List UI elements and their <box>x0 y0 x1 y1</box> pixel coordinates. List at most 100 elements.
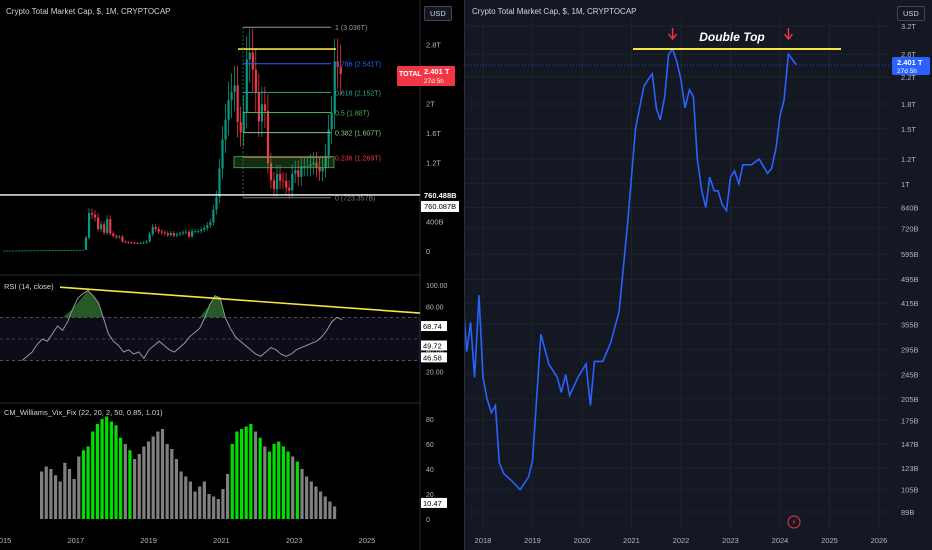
candle-body <box>191 231 194 237</box>
right-chart-svg[interactable]: Double Top ⚡ 3.2T 2.6T 2.2T 1.8T 1.5T 1.2T 1T 84… <box>465 0 932 550</box>
y-tick-label: 1.6T <box>426 129 441 138</box>
candle-body <box>84 237 88 250</box>
vix-bar <box>258 437 262 519</box>
y-tick-label: 0 <box>426 247 430 256</box>
double-top-label: Double Top <box>699 30 765 44</box>
candle-body <box>181 232 185 234</box>
vix-bar <box>114 425 118 519</box>
left-chart-title: Crypto Total Market Cap, $, 1M, CRYPTOCA… <box>6 7 171 16</box>
y-tick-label: 720B <box>901 224 919 233</box>
vix-bar <box>226 474 230 519</box>
panel-divider[interactable] <box>464 0 465 550</box>
x-tick-label: 2023 <box>286 536 303 545</box>
candle-body <box>336 61 339 67</box>
x-tick-label: 2017 <box>67 536 84 545</box>
rsi-badge-bg <box>421 352 447 363</box>
candle-body <box>185 231 188 233</box>
candle-body <box>103 224 106 233</box>
candle-body <box>221 139 224 169</box>
fib-zone-box <box>233 156 335 169</box>
candle-body <box>203 228 206 230</box>
vix-bar <box>291 456 295 519</box>
vix-bar <box>184 476 188 519</box>
left-currency-button[interactable]: USD <box>424 6 452 21</box>
support-badge2-bg <box>421 200 459 212</box>
candle-body <box>15 250 18 252</box>
y-tick-label: 147B <box>901 440 919 449</box>
candle-body <box>327 129 330 156</box>
x-tick-label: 2025 <box>821 536 838 545</box>
price-badge-symbol: TOTAL <box>399 71 422 78</box>
vix-bar <box>86 446 90 519</box>
rsi-badge-bg <box>421 340 447 351</box>
candle-body <box>148 234 151 242</box>
vix-bar <box>105 416 109 519</box>
price-badge-bg <box>892 57 930 76</box>
y-tick-label: 2T <box>426 100 435 109</box>
candle-body <box>136 243 139 244</box>
vix-title: CM_Williams_Vix_Fix (22, 20, 2, 50, 0.85… <box>4 408 163 417</box>
candle-body <box>118 236 121 238</box>
left-chart-panel[interactable]: 1 (3.036T) 0.786 (2.541T) 0.618 (2.152T) 0.… <box>0 0 464 550</box>
vix-bar <box>53 475 58 519</box>
vix-bar <box>309 481 313 519</box>
candle-body <box>206 225 209 229</box>
support-badge-bg <box>421 188 459 200</box>
candle-body <box>112 233 115 236</box>
left-chart-svg[interactable]: 1 (3.036T) 0.786 (2.541T) 0.618 (2.152T) 0.… <box>0 0 464 550</box>
vix-bar <box>281 446 285 519</box>
vix-bar <box>295 461 299 519</box>
candle-body <box>12 250 15 252</box>
y-tick-label: 105B <box>901 486 919 495</box>
right-currency-button[interactable]: USD <box>897 6 925 21</box>
candle-body <box>6 250 9 252</box>
candle-body <box>242 111 245 133</box>
fib-level-label: 0.382 (1.607T) <box>335 131 381 138</box>
vix-bar <box>235 431 239 519</box>
candle-body <box>66 250 69 251</box>
candle-body <box>315 162 318 168</box>
vix-bar <box>239 429 244 519</box>
candle-body <box>212 209 215 223</box>
rsi-badge: 49.72 <box>423 341 442 350</box>
x-tick-label: 2021 <box>213 536 230 545</box>
candle-body <box>269 163 273 181</box>
vix-bar <box>249 424 253 519</box>
fib-level-label: 0.236 (1.269T) <box>335 155 381 162</box>
vix-bar <box>253 431 258 519</box>
candle-body <box>224 119 227 140</box>
left-time-axis: 2015 2017 2019 2021 2023 2025 <box>0 536 375 545</box>
rsi-overbought-fill <box>199 295 226 318</box>
candle-body <box>245 59 248 112</box>
vix-bar <box>128 450 132 519</box>
vix-bar <box>44 466 48 519</box>
vix-bar <box>267 451 272 519</box>
candle-body <box>130 242 133 244</box>
candle-body <box>227 99 230 120</box>
candle-body <box>282 180 285 182</box>
vix-bar <box>277 441 281 519</box>
candle-body <box>133 242 136 244</box>
y-tick-label: 2.2T <box>901 73 916 82</box>
y-tick-label: 1.2T <box>901 155 916 164</box>
candle-body <box>178 233 182 235</box>
candle-body <box>309 164 312 167</box>
vix-bar <box>160 429 165 519</box>
candle-body <box>333 61 336 113</box>
rsi-line <box>21 289 343 361</box>
rsi-pane: RSI (14, close) <box>0 282 421 361</box>
rsi-axis-label: 80.00 <box>426 305 444 312</box>
vix-bar <box>323 496 327 519</box>
vix-bar <box>133 459 137 519</box>
price-badge-value: 2.401 T <box>897 58 923 67</box>
price-badge-value: 2.401 T <box>424 67 450 76</box>
candle-body <box>81 249 85 251</box>
y-tick-label: 175B <box>901 416 919 425</box>
candle-body <box>294 170 297 174</box>
rsi-axis-label: 20.00 <box>426 369 444 376</box>
right-chart-panel[interactable]: Double Top ⚡ 3.2T 2.6T 2.2T 1.8T 1.5T 1.2T 1T 84… <box>465 0 932 550</box>
candle-body <box>3 250 6 252</box>
candle-body <box>57 250 60 251</box>
market-cap-line <box>465 47 797 491</box>
y-tick-label: 1.2T <box>426 159 441 168</box>
